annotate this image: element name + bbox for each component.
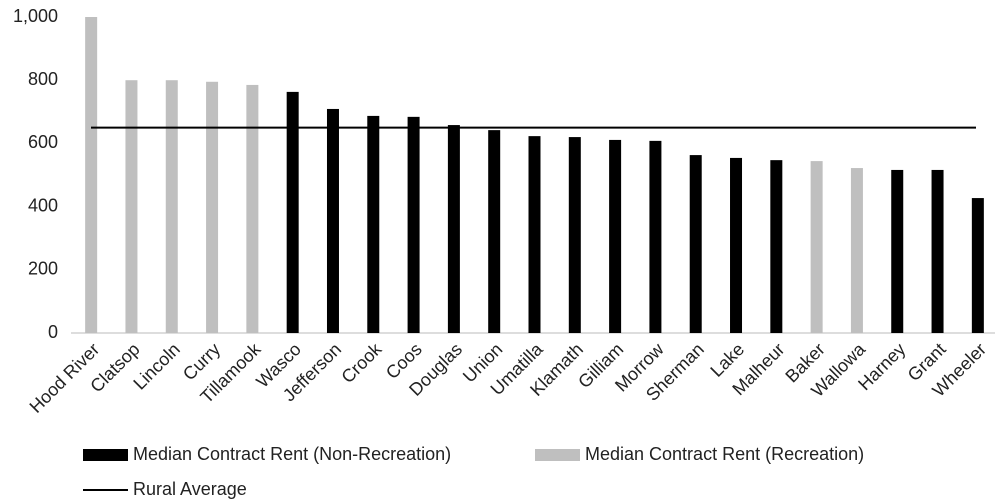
bar xyxy=(770,160,783,333)
bar xyxy=(447,125,460,334)
bar xyxy=(730,157,743,333)
y-tick-label: 0 xyxy=(48,322,58,342)
bar xyxy=(528,136,541,333)
bar xyxy=(407,116,420,333)
legend-label: Rural Average xyxy=(133,479,247,499)
bar xyxy=(286,91,299,333)
y-tick-label: 400 xyxy=(28,195,58,215)
bar xyxy=(326,108,339,334)
bar xyxy=(971,198,984,333)
bar xyxy=(488,130,501,333)
bar xyxy=(206,81,219,333)
bar xyxy=(568,137,581,333)
x-tick-label: Crook xyxy=(337,338,386,387)
y-tick-label: 1,000 xyxy=(13,6,58,26)
bar xyxy=(931,169,944,333)
legend-label: Median Contract Rent (Recreation) xyxy=(585,444,864,464)
bar xyxy=(649,140,662,333)
bar xyxy=(85,17,98,333)
y-tick-label: 800 xyxy=(28,69,58,89)
bar xyxy=(165,80,178,333)
bar xyxy=(246,84,259,333)
bar xyxy=(891,169,904,333)
bar xyxy=(810,161,823,333)
bar xyxy=(689,155,702,333)
bar xyxy=(367,115,380,334)
y-tick-label: 200 xyxy=(28,259,58,279)
legend-swatch xyxy=(535,449,580,461)
bar xyxy=(125,80,138,333)
bar xyxy=(850,168,863,333)
legend-label: Median Contract Rent (Non-Recreation) xyxy=(133,444,451,464)
y-tick-label: 600 xyxy=(28,132,58,152)
bar xyxy=(609,139,622,333)
legend-swatch xyxy=(83,449,128,461)
